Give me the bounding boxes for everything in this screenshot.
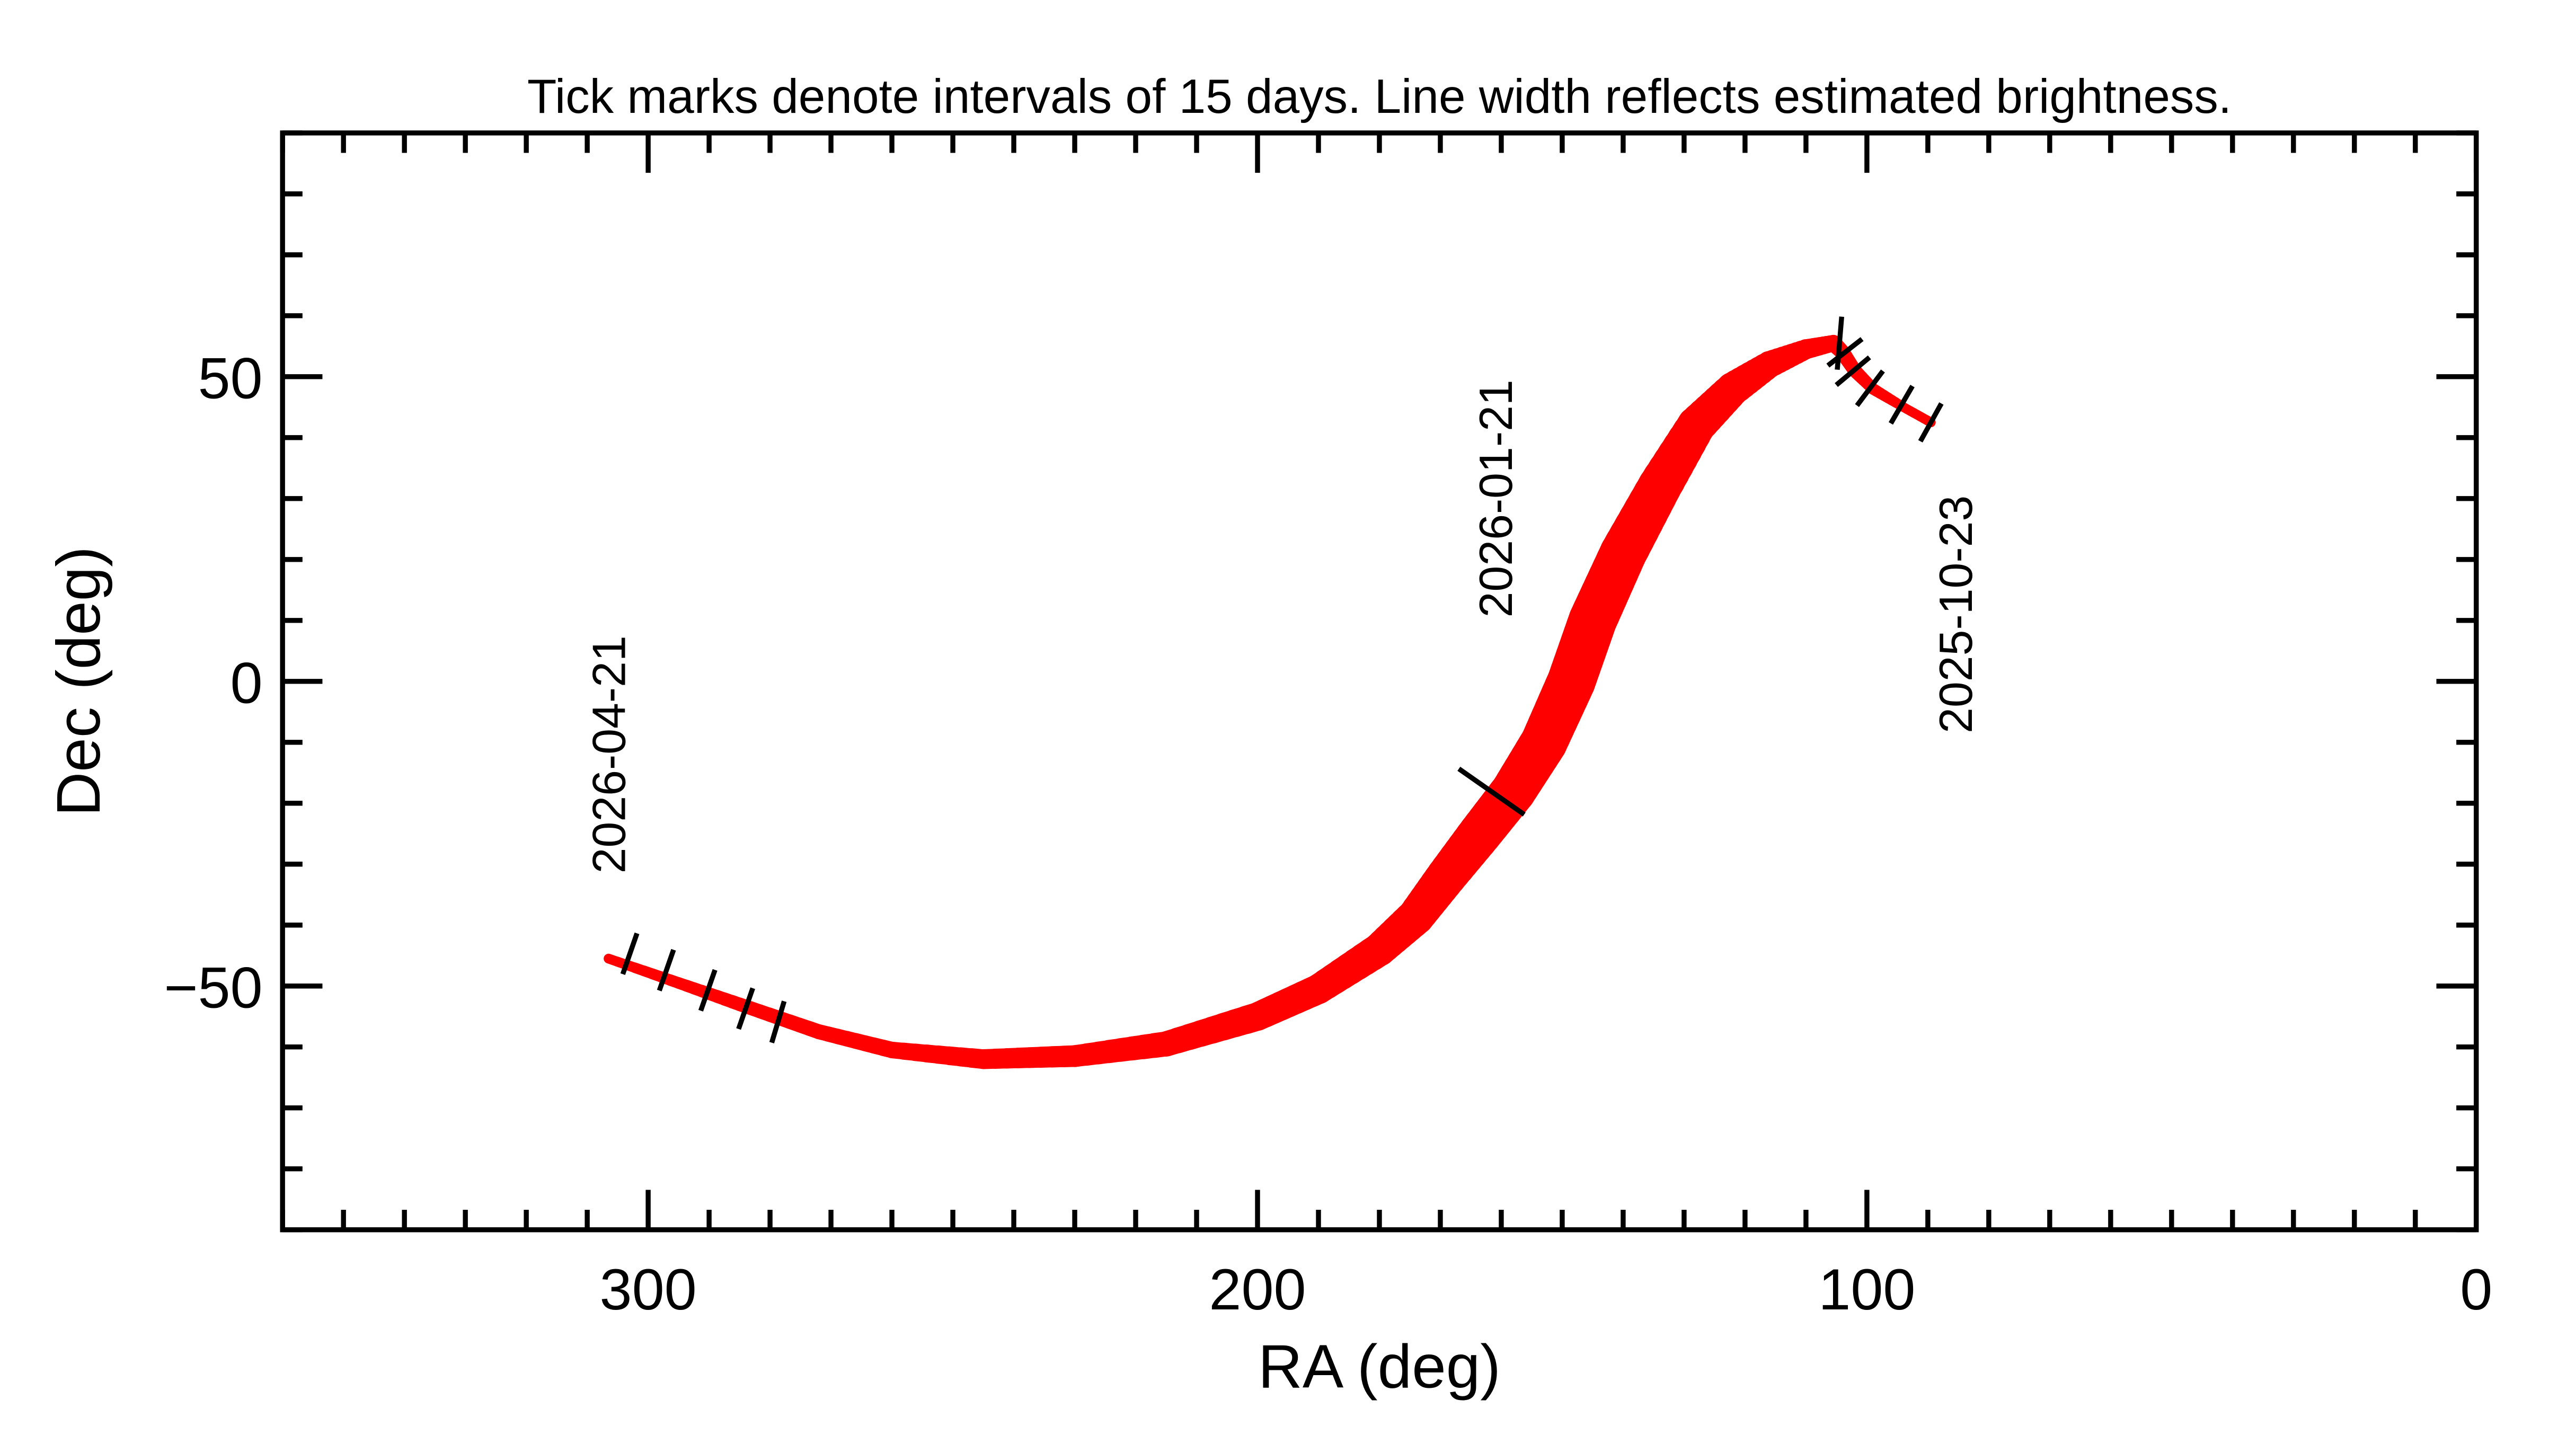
- track-tick-mark: [1826, 337, 1864, 368]
- track-tick-mark: [1888, 385, 1915, 425]
- track-tick-mark: [736, 987, 755, 1030]
- track-tick-mark: [1835, 316, 1845, 370]
- y-axis-label: Dec (deg): [44, 546, 113, 816]
- track-tick-mark: [1918, 402, 1944, 443]
- x-tick-label: 200: [1209, 1257, 1306, 1322]
- track-tick-mark: [1457, 766, 1526, 817]
- y-tick-label: 50: [198, 347, 262, 411]
- date-label: 2025-10-23: [1930, 495, 1982, 733]
- date-label: 2026-01-21: [1470, 379, 1522, 617]
- track-tick-mark: [698, 969, 718, 1012]
- date-label: 2026-04-21: [583, 635, 635, 873]
- track-tick-mark: [1835, 355, 1871, 387]
- track-line: [604, 334, 1936, 1069]
- x-axis-label: RA (deg): [1258, 1332, 1501, 1401]
- x-tick-label: 300: [600, 1257, 697, 1322]
- plot-frame: [280, 130, 2479, 1233]
- chart-title: Tick marks denote intervals of 15 days. …: [527, 70, 2232, 123]
- x-tick-label: 100: [1818, 1257, 1915, 1322]
- y-tick-label: 0: [230, 651, 262, 716]
- track-tick-mark: [769, 1000, 787, 1043]
- y-tick-label: −50: [164, 956, 262, 1021]
- track-tick-mark: [657, 949, 676, 991]
- track-tick-mark: [1855, 369, 1885, 408]
- track-tick-mark: [620, 932, 640, 975]
- x-tick-label: 0: [2460, 1257, 2492, 1322]
- axes: [280, 130, 2479, 1233]
- track-segment: [604, 953, 623, 967]
- track-tick-marks: [620, 316, 1944, 1043]
